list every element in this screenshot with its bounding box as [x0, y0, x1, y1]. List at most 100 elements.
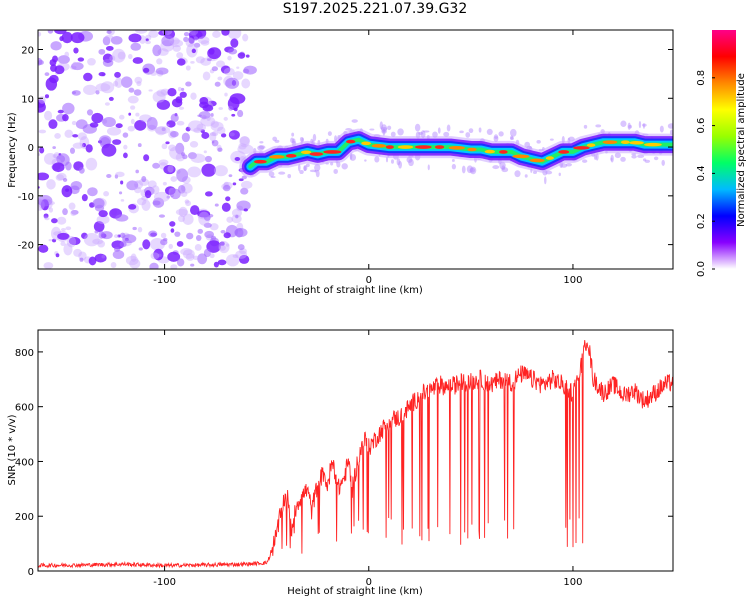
band-speckle — [314, 163, 321, 172]
noise-blob — [135, 30, 148, 34]
band-speckle — [524, 174, 528, 178]
band-peak — [629, 140, 644, 145]
band-speckle — [292, 138, 296, 144]
band-speckle — [364, 159, 367, 162]
noise-blob — [57, 109, 64, 114]
noise-blob — [198, 111, 211, 119]
noise-blob — [228, 48, 238, 55]
noise-blob — [56, 154, 66, 163]
band-speckle — [514, 170, 521, 178]
noise-blob — [176, 52, 184, 59]
noise-blob — [71, 62, 84, 71]
noise-blob — [85, 144, 93, 153]
noise-blob — [211, 139, 219, 147]
snr-y-ticks: 0 200 400 600 800 — [15, 348, 673, 578]
noise-blob — [85, 157, 98, 171]
snr-x-tick-label: -100 — [153, 577, 176, 588]
band-speckle — [510, 128, 517, 137]
noise-blob — [191, 48, 196, 54]
noise-blob — [64, 51, 70, 58]
noise-blob — [101, 143, 117, 157]
band-peak — [467, 147, 477, 152]
noise-blob — [230, 38, 239, 48]
band-peak — [385, 145, 394, 149]
noise-blob — [110, 35, 123, 45]
noise-blob — [170, 264, 178, 269]
noise-blob — [225, 196, 231, 202]
noise-blob — [38, 153, 41, 156]
band-speckle — [287, 174, 292, 179]
noise-blob — [213, 261, 219, 268]
noise-blob — [92, 198, 105, 209]
noise-blob — [138, 247, 143, 251]
noise-blob — [62, 208, 68, 216]
noise-blob — [63, 243, 73, 256]
noise-blob — [137, 143, 142, 148]
noise-blob — [73, 248, 82, 257]
noise-blob — [150, 252, 160, 260]
noise-blob — [170, 131, 179, 138]
band-peak — [586, 143, 596, 147]
band-speckle — [305, 163, 310, 168]
noise-blob — [237, 244, 245, 251]
snr-x-tick-label: 0 — [366, 577, 372, 588]
noise-blob — [101, 254, 106, 259]
noise-blob — [211, 66, 218, 72]
noise-blob — [214, 203, 219, 207]
spectrogram-y-tick-label: -10 — [18, 192, 34, 203]
noise-blob — [178, 106, 185, 110]
band-speckle — [549, 138, 554, 141]
noise-blob — [128, 112, 132, 116]
noise-blob — [136, 197, 147, 206]
spectrogram-y-tick-label: 0 — [28, 143, 34, 154]
noise-blob — [212, 30, 221, 38]
noise-blob — [39, 146, 45, 154]
noise-blob — [175, 208, 189, 216]
snr-y-tick-label: 0 — [28, 567, 34, 578]
noise-blob — [128, 87, 135, 93]
noise-blob — [120, 198, 125, 202]
noise-blob — [188, 152, 197, 160]
noise-blob — [196, 123, 207, 131]
noise-blob — [120, 76, 133, 88]
noise-blob — [177, 86, 182, 92]
noise-blob — [167, 251, 181, 262]
band-speckle — [327, 131, 332, 136]
colorbar-tick-label: 0.2 — [696, 213, 707, 229]
noise-blob — [81, 232, 88, 239]
band-speckle — [620, 156, 626, 162]
noise-blob — [201, 131, 210, 139]
spectrogram-x-label: Height of straight line (km) — [287, 285, 423, 296]
noise-blob — [143, 67, 150, 73]
noise-blob — [46, 179, 56, 190]
band-speckle — [536, 139, 541, 144]
noise-blob — [235, 227, 244, 238]
noise-blob — [152, 91, 166, 103]
noise-blob — [91, 112, 104, 124]
noise-blob — [239, 136, 250, 145]
noise-blob — [106, 173, 112, 178]
band-speckle — [486, 128, 493, 135]
noise-blob — [68, 202, 76, 210]
noise-blob — [164, 186, 176, 195]
noise-blob — [142, 239, 151, 250]
noise-blob — [209, 131, 217, 137]
noise-blob — [57, 55, 70, 64]
noise-blob — [132, 226, 137, 231]
noise-blob — [51, 218, 58, 224]
noise-blob — [200, 40, 210, 46]
noise-blob — [180, 247, 193, 256]
noise-blob — [192, 255, 199, 260]
noise-blob — [77, 57, 85, 62]
page-title: S197.2025.221.07.39.G32 — [282, 1, 468, 17]
noise-blob — [115, 123, 123, 129]
noise-blob — [158, 159, 169, 166]
noise-blob — [178, 206, 188, 218]
noise-blob — [167, 88, 177, 97]
band-speckle — [297, 163, 301, 172]
band-speckle — [659, 125, 664, 133]
noise-blob — [227, 30, 242, 40]
noise-blob — [202, 104, 214, 112]
snr-series — [38, 340, 673, 569]
